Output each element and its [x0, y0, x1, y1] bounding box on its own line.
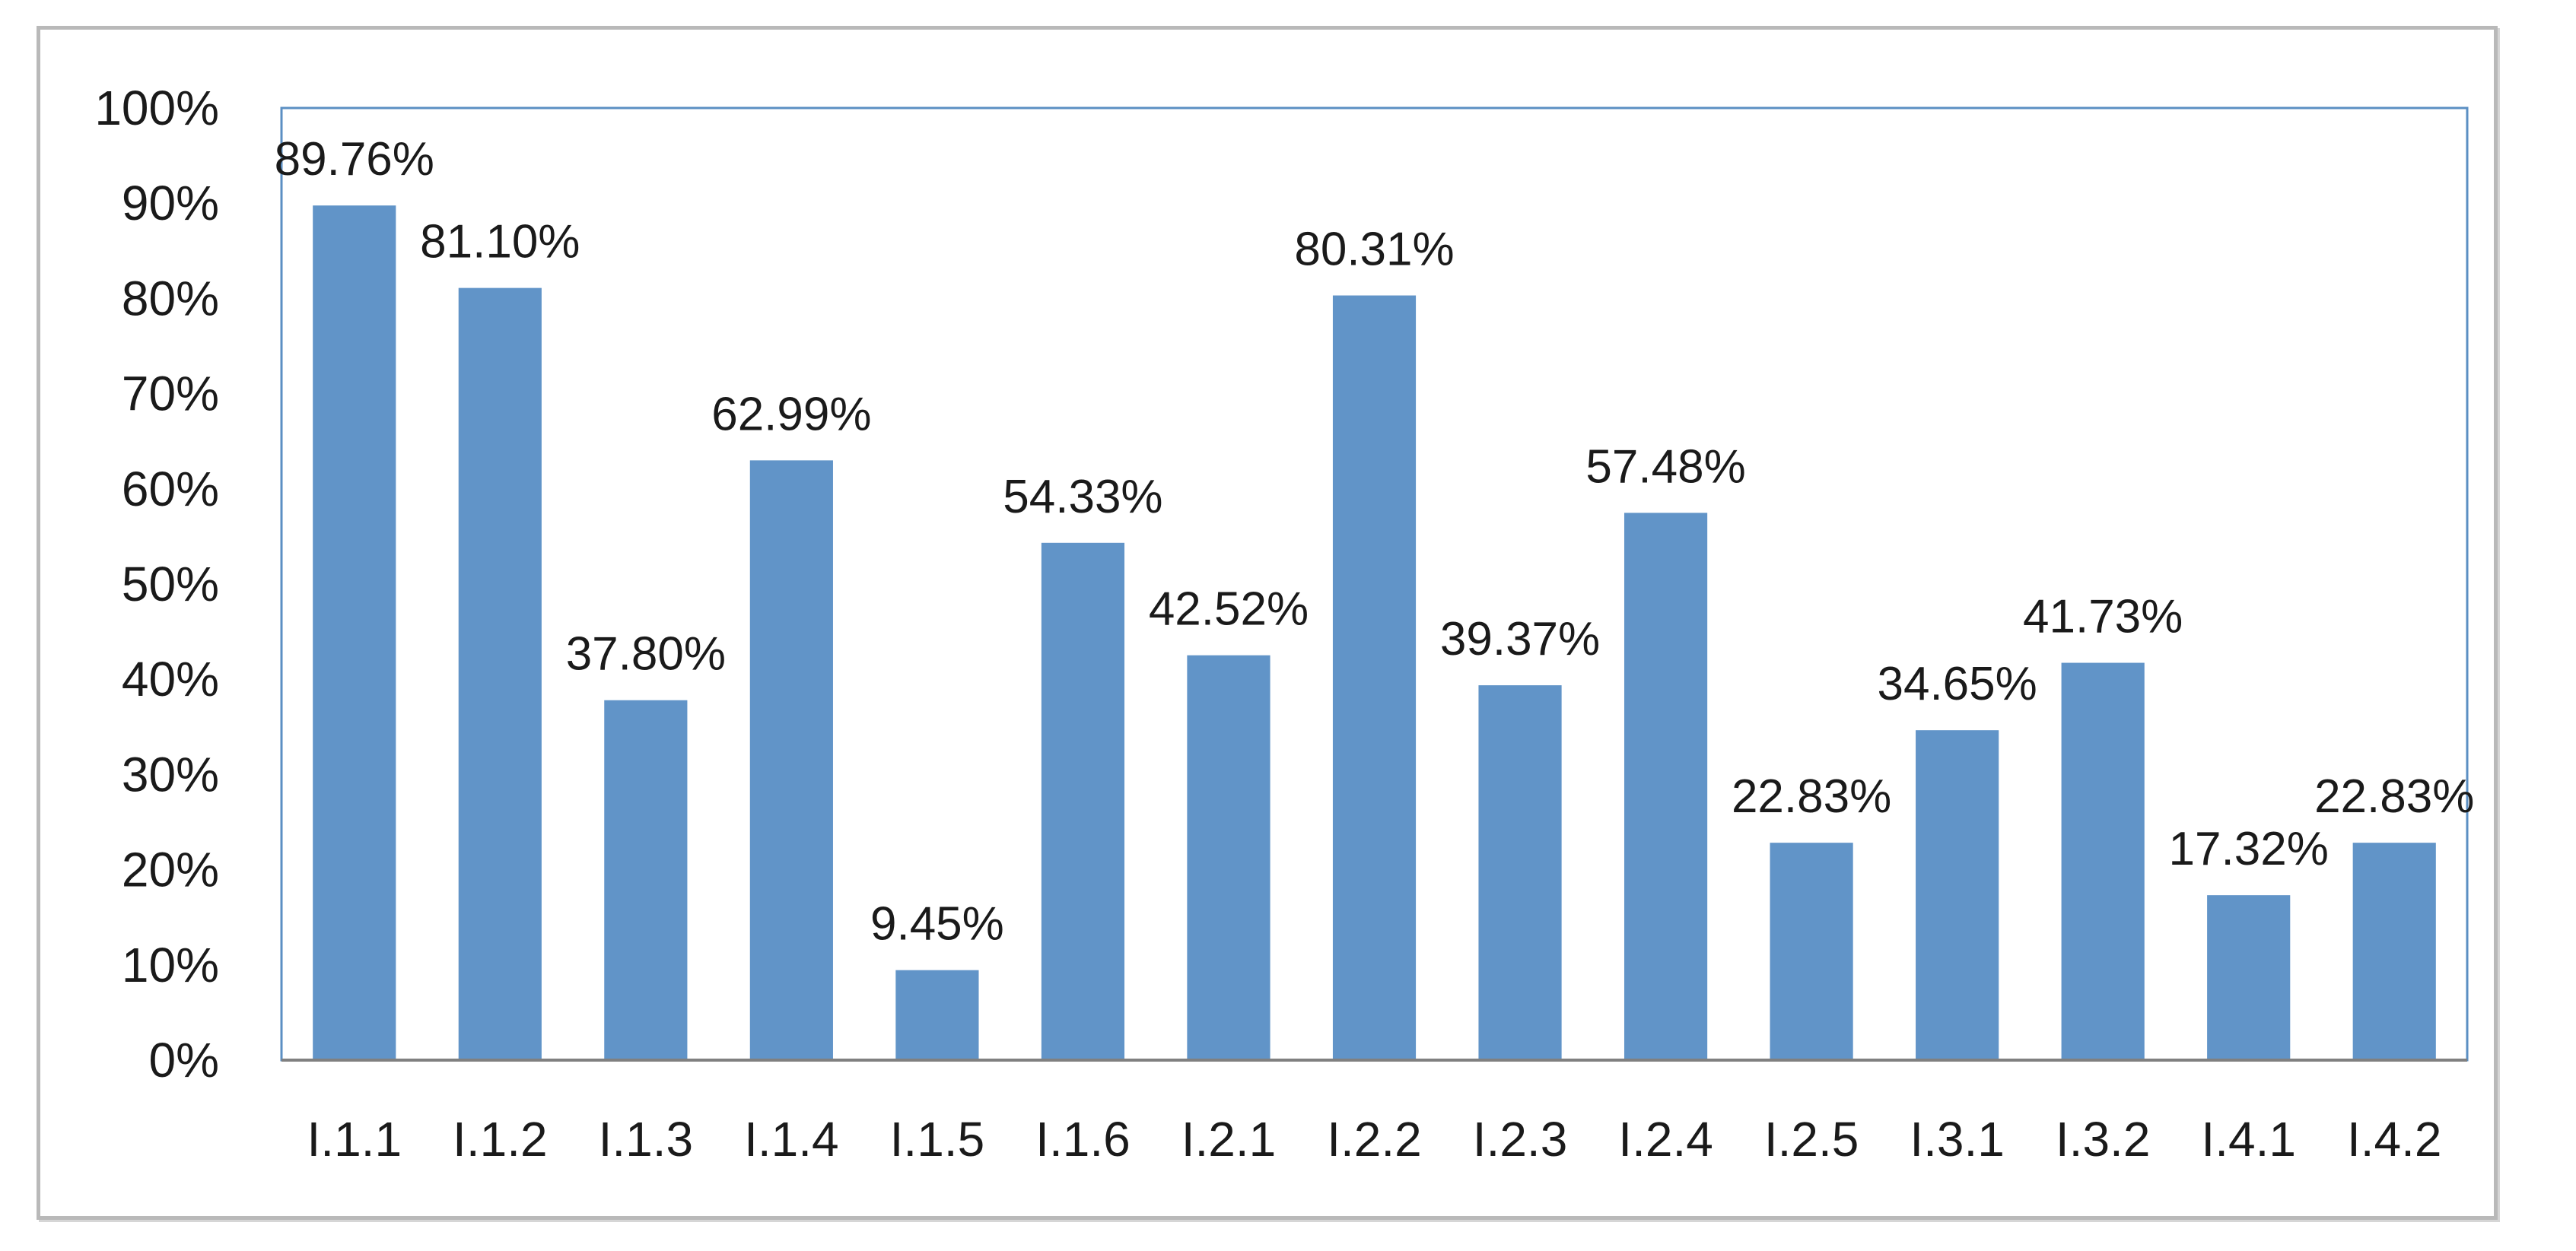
x-tick-label-I.2.2: I.2.2: [1327, 1112, 1422, 1167]
x-tick-label-I.4.2: I.4.2: [2347, 1112, 2442, 1167]
x-tick-label-I.2.1: I.2.1: [1181, 1112, 1277, 1167]
data-label-I.3.2: 41.73%: [2023, 591, 2183, 643]
x-tick-label-I.4.1: I.4.1: [2201, 1112, 2296, 1167]
data-label-I.1.5: 9.45%: [870, 898, 1004, 951]
y-tick-label: 30%: [122, 747, 219, 802]
data-label-I.2.3: 39.37%: [1440, 613, 1600, 665]
bar-I.3.1: [1916, 730, 1999, 1060]
data-label-I.1.1: 89.76%: [275, 133, 434, 186]
data-label-I.2.1: 42.52%: [1149, 583, 1309, 636]
bar-I.2.1: [1187, 655, 1271, 1060]
y-tick-label: 90%: [122, 176, 219, 230]
bar-I.3.2: [2061, 662, 2145, 1060]
x-tick-label-I.1.4: I.1.4: [744, 1112, 839, 1167]
data-label-I.4.1: 17.32%: [2169, 823, 2329, 875]
data-label-I.3.1: 34.65%: [1877, 658, 2037, 710]
x-tick-label-I.1.2: I.1.2: [453, 1112, 548, 1167]
data-label-I.1.4: 62.99%: [711, 388, 871, 440]
y-tick-label: 70%: [122, 367, 219, 421]
bar-I.2.4: [1624, 513, 1708, 1060]
y-tick-label: 20%: [122, 843, 219, 897]
x-tick-label-I.2.4: I.2.4: [1618, 1112, 1713, 1167]
y-tick-label: 100%: [94, 81, 219, 135]
x-tick-label-I.1.1: I.1.1: [307, 1112, 402, 1167]
x-tick-label-I.3.1: I.3.1: [1910, 1112, 2005, 1167]
data-label-I.2.4: 57.48%: [1585, 440, 1745, 493]
y-tick-label: 40%: [122, 652, 219, 706]
bar-I.4.1: [2207, 895, 2291, 1060]
data-label-I.1.3: 37.80%: [566, 628, 726, 681]
data-label-I.4.2: 22.83%: [2314, 770, 2474, 823]
bar-I.1.6: [1041, 542, 1125, 1060]
x-tick-label-I.1.6: I.1.6: [1035, 1112, 1131, 1167]
y-tick-label: 80%: [122, 271, 219, 325]
y-tick-label: 10%: [122, 938, 219, 992]
bars: [313, 205, 2436, 1060]
bar-I.2.2: [1332, 295, 1417, 1060]
data-labels: 89.76% 81.10% 37.80% 62.99% 9.45% 54.33% 42.52…: [275, 133, 2475, 950]
x-tick-label-I.1.5: I.1.5: [890, 1112, 985, 1167]
data-label-I.1.6: 54.33%: [1003, 471, 1162, 523]
data-label-I.2.2: 80.31%: [1294, 224, 1454, 276]
bar-I.1.3: [604, 700, 688, 1060]
bar-I.1.5: [895, 970, 979, 1060]
bar-I.2.3: [1478, 685, 1562, 1060]
y-axis-labels: 0% 10% 20% 30% 40% 50% 60% 70% 80% 90% 100%: [94, 81, 219, 1087]
x-axis-labels: I.1.1 I.1.2 I.1.3 I.1.4 I.1.5 I.1.6 I.2.1 I.2.2…: [307, 1112, 2442, 1167]
x-tick-label-I.2.3: I.2.3: [1473, 1112, 1568, 1167]
y-tick-label: 60%: [122, 462, 219, 516]
bar-I.4.2: [2352, 843, 2436, 1060]
bar-I.1.2: [458, 287, 542, 1060]
bar-I.1.4: [749, 460, 833, 1060]
y-tick-label: 0%: [149, 1033, 220, 1087]
bar-I.2.5: [1770, 843, 1853, 1060]
y-tick-label: 50%: [122, 557, 219, 611]
x-tick-label-I.1.3: I.1.3: [599, 1112, 694, 1167]
bar-I.1.1: [313, 205, 396, 1060]
data-label-I.2.5: 22.83%: [1732, 770, 1891, 823]
data-label-I.1.2: 81.10%: [420, 216, 580, 268]
x-tick-label-I.3.2: I.3.2: [2056, 1112, 2151, 1167]
x-tick-label-I.2.5: I.2.5: [1764, 1112, 1859, 1167]
